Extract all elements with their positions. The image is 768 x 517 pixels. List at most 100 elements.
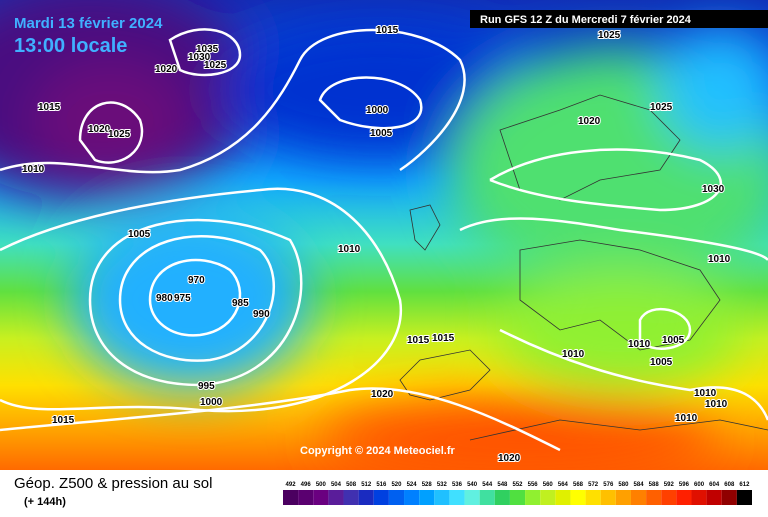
isobar-label: 975 [174, 293, 191, 304]
scale-label: 608 [724, 482, 735, 488]
scale-swatch [479, 490, 495, 505]
scale-swatch [736, 490, 752, 505]
isobar-label: 1025 [108, 129, 131, 140]
isobar-label: 995 [198, 381, 215, 392]
map-time: 13:00 locale [14, 35, 127, 57]
scale-label: 592 [664, 482, 675, 488]
isobar-label: 1020 [88, 124, 111, 135]
isobar-label: 985 [232, 298, 249, 309]
run-info: Run GFS 12 Z du Mercredi 7 février 2024 [480, 14, 692, 26]
scale-swatch [540, 490, 556, 505]
isobar-label: 1010 [675, 413, 698, 424]
scale-swatch [373, 490, 389, 505]
isobar-label: 1005 [370, 128, 393, 139]
footer-title: Géop. Z500 & pression au sol [14, 475, 212, 492]
scale-label: 500 [316, 482, 327, 488]
isobar-label: 1010 [22, 164, 45, 175]
scale-label: 604 [709, 482, 720, 488]
isobar-label: 1015 [38, 102, 61, 113]
isobar-label: 1035 [196, 44, 219, 55]
scale-label: 572 [588, 482, 599, 488]
isobar-label: 1025 [598, 30, 621, 41]
isobar-label: 1005 [650, 357, 673, 368]
scale-swatch [721, 490, 737, 505]
isobar-label: 1020 [371, 389, 394, 400]
scale-label: 508 [346, 482, 357, 488]
scale-swatch [298, 490, 314, 505]
isobar-label: 1020 [498, 453, 521, 464]
scale-label: 612 [739, 482, 750, 488]
scale-swatch [449, 490, 465, 505]
scale-swatch [283, 490, 299, 505]
scale-label: 568 [573, 482, 584, 488]
scale-swatch [691, 490, 707, 505]
scale-swatch [661, 490, 677, 505]
scale-label: 556 [528, 482, 539, 488]
isobar-label: 1000 [200, 397, 223, 408]
scale-label: 584 [634, 482, 645, 488]
scale-swatch [525, 490, 541, 505]
scale-label: 528 [422, 482, 433, 488]
isobar-label: 1030 [702, 184, 725, 195]
scale-label: 576 [603, 482, 614, 488]
isobar-label: 1015 [432, 333, 455, 344]
isobar-label: 1020 [155, 64, 178, 75]
scale-swatch [464, 490, 480, 505]
scale-swatch [509, 490, 526, 505]
scale-swatch [419, 490, 435, 505]
scale-label: 600 [694, 482, 705, 488]
isobar-label: 970 [188, 275, 205, 286]
isobar-label: 1020 [578, 116, 601, 127]
scale-swatch [570, 490, 586, 505]
scale-swatch [585, 490, 601, 505]
isobar-label: 1010 [705, 399, 728, 410]
isobar-label: 1005 [128, 229, 151, 240]
scale-label: 536 [452, 482, 463, 488]
scale-swatch [630, 490, 647, 505]
map-date: Mardi 13 février 2024 [14, 15, 163, 32]
scale-swatch [600, 490, 616, 505]
scale-label: 564 [558, 482, 569, 488]
scale-swatch [388, 490, 405, 505]
isobar-label: 1015 [52, 415, 75, 426]
copyright: Copyright © 2024 Meteociel.fr [300, 445, 456, 457]
scale-swatch [646, 490, 662, 505]
scale-label: 516 [376, 482, 387, 488]
scale-label: 548 [497, 482, 508, 488]
scale-label: 492 [286, 482, 297, 488]
scale-label: 504 [331, 482, 342, 488]
scale-swatch [615, 490, 631, 505]
isobars [0, 28, 768, 452]
scale-label: 588 [649, 482, 660, 488]
scale-label: 540 [467, 482, 478, 488]
scale-label: 544 [482, 482, 493, 488]
scale-swatch [555, 490, 571, 505]
isobar-label: 1000 [366, 105, 389, 116]
scale-swatch [494, 490, 510, 505]
isobar-label: 1010 [628, 339, 651, 350]
footer-lead: (+ 144h) [24, 496, 66, 508]
isobar-label: 1025 [204, 60, 227, 71]
scale-label: 496 [301, 482, 312, 488]
isobar-label: 1015 [376, 25, 399, 36]
isobar-label: 1010 [338, 244, 361, 255]
scale-swatch [343, 490, 359, 505]
scale-label: 532 [437, 482, 448, 488]
scale-swatch [313, 490, 329, 505]
scale-swatch [328, 490, 344, 505]
isobar-label: 1005 [662, 335, 685, 346]
scale-label: 596 [679, 482, 690, 488]
scale-label: 560 [543, 482, 554, 488]
scale-label: 580 [618, 482, 629, 488]
scale-swatch [676, 490, 692, 505]
scale-label: 552 [512, 482, 523, 488]
scale-swatch [706, 490, 722, 505]
isobar-label: 1015 [407, 335, 430, 346]
isobar-label: 1010 [562, 349, 585, 360]
run-banner [470, 10, 768, 28]
scale-swatch [358, 490, 374, 505]
color-scale: 492 496 500 504 508 512 516 520 524 528 532 536 540 5… [283, 482, 752, 505]
scale-swatch [404, 490, 420, 505]
